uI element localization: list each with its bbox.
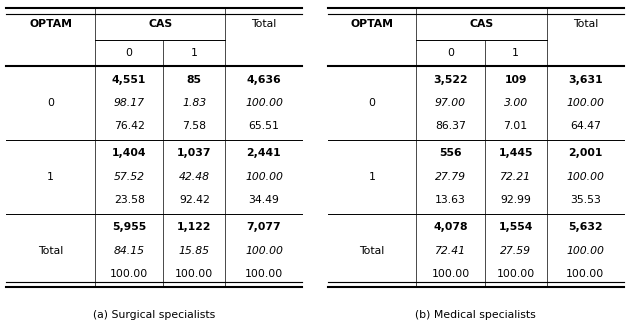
Text: 86.37: 86.37 xyxy=(435,121,466,131)
Text: 109: 109 xyxy=(505,75,527,85)
Text: 1,404: 1,404 xyxy=(112,149,146,159)
Text: 42.48: 42.48 xyxy=(179,172,210,182)
Text: Total: Total xyxy=(251,19,277,29)
Text: 100.00: 100.00 xyxy=(566,172,604,182)
Text: 27.79: 27.79 xyxy=(435,172,466,182)
Text: 100.00: 100.00 xyxy=(245,245,283,255)
Text: 92.42: 92.42 xyxy=(179,195,210,205)
Text: 72.41: 72.41 xyxy=(435,245,466,255)
Text: 15.85: 15.85 xyxy=(179,245,210,255)
Text: 100.00: 100.00 xyxy=(496,269,535,279)
Text: 27.59: 27.59 xyxy=(500,245,531,255)
Text: 1: 1 xyxy=(47,172,54,182)
Text: 3,522: 3,522 xyxy=(433,75,468,85)
Text: 3,631: 3,631 xyxy=(568,75,602,85)
Text: 3.00: 3.00 xyxy=(503,98,528,108)
Text: 13.63: 13.63 xyxy=(435,195,466,205)
Text: 84.15: 84.15 xyxy=(113,245,145,255)
Text: 1,122: 1,122 xyxy=(177,222,212,232)
Text: 100.00: 100.00 xyxy=(245,269,283,279)
Text: 85: 85 xyxy=(187,75,202,85)
Text: 35.53: 35.53 xyxy=(570,195,600,205)
Text: 100.00: 100.00 xyxy=(566,245,604,255)
Text: 57.52: 57.52 xyxy=(113,172,145,182)
Text: OPTAM: OPTAM xyxy=(29,19,72,29)
Text: 556: 556 xyxy=(439,149,462,159)
Text: 65.51: 65.51 xyxy=(248,121,279,131)
Text: 1: 1 xyxy=(512,48,519,58)
Text: 100.00: 100.00 xyxy=(110,269,148,279)
Text: 100.00: 100.00 xyxy=(432,269,469,279)
Text: 100.00: 100.00 xyxy=(245,98,283,108)
Text: 0: 0 xyxy=(47,98,54,108)
Text: 5,955: 5,955 xyxy=(112,222,146,232)
Text: 7.58: 7.58 xyxy=(182,121,206,131)
Text: 2,001: 2,001 xyxy=(568,149,602,159)
Text: 100.00: 100.00 xyxy=(566,269,604,279)
Text: 97.00: 97.00 xyxy=(435,98,466,108)
Text: 4,551: 4,551 xyxy=(112,75,146,85)
Text: 100.00: 100.00 xyxy=(175,269,214,279)
Text: Total: Total xyxy=(359,245,385,255)
Text: 0: 0 xyxy=(125,48,133,58)
Text: 5,632: 5,632 xyxy=(568,222,602,232)
Text: 1.83: 1.83 xyxy=(182,98,207,108)
Text: Total: Total xyxy=(573,19,598,29)
Text: 23.58: 23.58 xyxy=(114,195,145,205)
Text: 1,554: 1,554 xyxy=(498,222,533,232)
Text: 1,445: 1,445 xyxy=(498,149,533,159)
Text: 0: 0 xyxy=(447,48,454,58)
Text: 7,077: 7,077 xyxy=(246,222,281,232)
Text: 92.99: 92.99 xyxy=(500,195,531,205)
Text: 7.01: 7.01 xyxy=(503,121,528,131)
Text: 2,441: 2,441 xyxy=(246,149,281,159)
Text: 76.42: 76.42 xyxy=(114,121,145,131)
Text: 64.47: 64.47 xyxy=(570,121,600,131)
Text: 98.17: 98.17 xyxy=(113,98,145,108)
Text: 4,636: 4,636 xyxy=(246,75,281,85)
Text: 100.00: 100.00 xyxy=(245,172,283,182)
Text: 4,078: 4,078 xyxy=(433,222,467,232)
Text: 72.21: 72.21 xyxy=(500,172,531,182)
Text: (b) Medical specialists: (b) Medical specialists xyxy=(415,310,536,320)
Text: 100.00: 100.00 xyxy=(566,98,604,108)
Text: 1,037: 1,037 xyxy=(177,149,212,159)
Text: CAS: CAS xyxy=(469,19,494,29)
Text: 34.49: 34.49 xyxy=(248,195,279,205)
Text: 1: 1 xyxy=(191,48,198,58)
Text: 1: 1 xyxy=(369,172,375,182)
Text: (a) Surgical specialists: (a) Surgical specialists xyxy=(93,310,215,320)
Text: 0: 0 xyxy=(369,98,375,108)
Text: CAS: CAS xyxy=(148,19,173,29)
Text: Total: Total xyxy=(38,245,64,255)
Text: OPTAM: OPTAM xyxy=(350,19,394,29)
